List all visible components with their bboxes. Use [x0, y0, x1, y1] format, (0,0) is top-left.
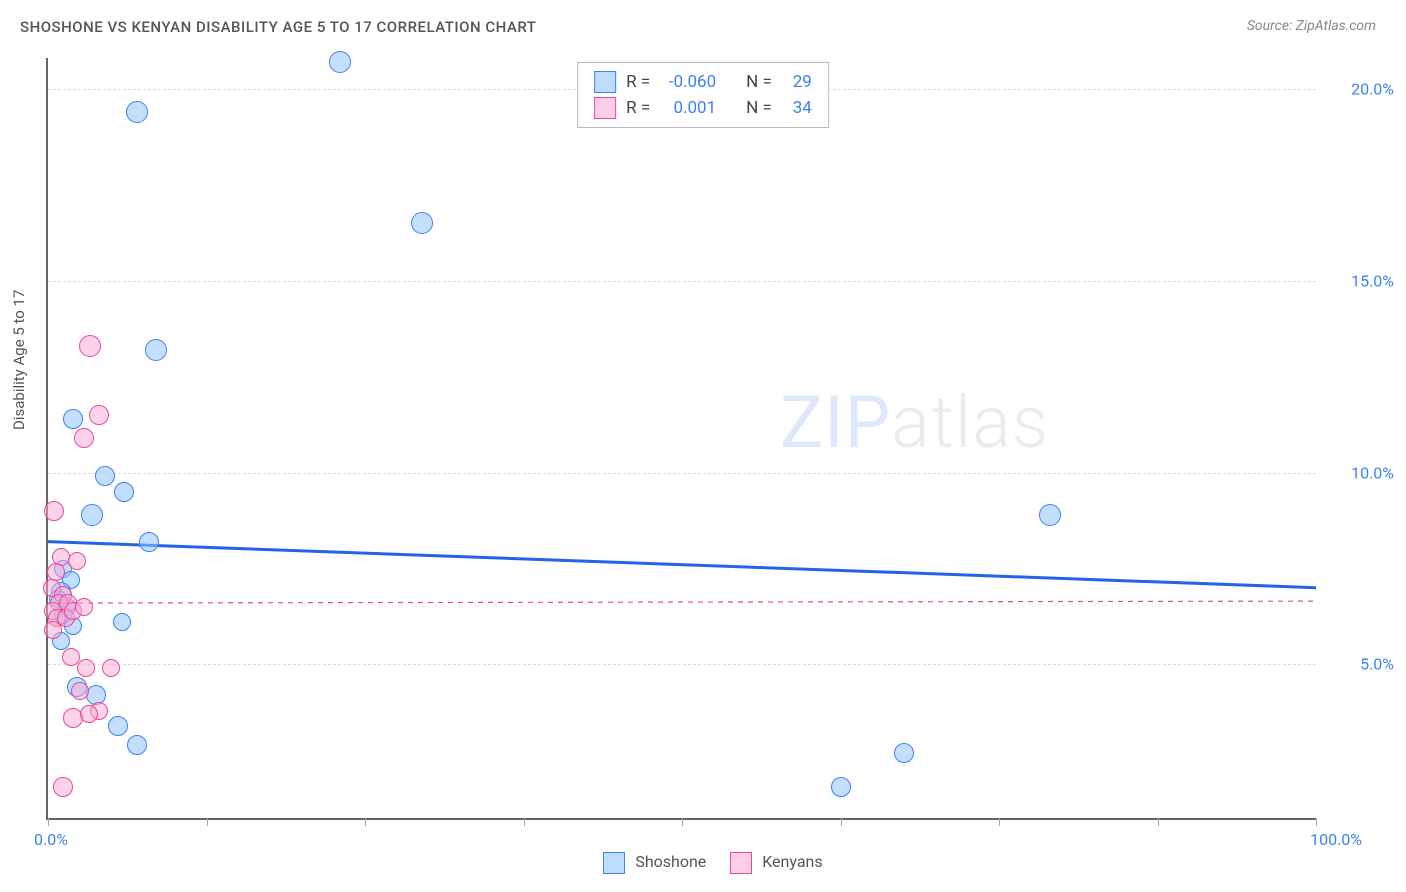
data-point [126, 101, 148, 123]
data-point [139, 532, 159, 552]
chart-source: Source: ZipAtlas.com [1247, 18, 1376, 34]
legend-row-kenyans: R = 0.001 N = 34 [594, 95, 812, 121]
grid-line [48, 664, 1316, 665]
swatch-kenyans-icon [730, 852, 752, 874]
data-point [81, 504, 103, 526]
x-tick [999, 818, 1000, 826]
chart-title: SHOSHONE VS KENYAN DISABILITY AGE 5 TO 1… [20, 18, 536, 36]
data-point [79, 335, 101, 357]
data-point [89, 405, 109, 425]
data-point [127, 735, 147, 755]
data-point [102, 659, 120, 677]
y-tick-label: 5.0% [1324, 655, 1394, 674]
data-point [75, 598, 93, 616]
data-point [53, 777, 73, 797]
data-point [95, 466, 115, 486]
swatch-kenyans-icon [594, 97, 616, 119]
data-point [831, 777, 851, 797]
y-axis-title: Disability Age 5 to 17 [10, 290, 28, 430]
data-point [44, 501, 64, 521]
x-axis-labels: 0.0% 100.0% [46, 830, 1314, 850]
data-point [80, 705, 98, 723]
correlation-legend: R = -0.060 N = 29 R = 0.001 N = 34 [577, 62, 829, 128]
data-point [894, 743, 914, 763]
data-point [1039, 504, 1061, 526]
x-label-max: 100.0% [1310, 830, 1362, 849]
legend-label-kenyans: Kenyans [762, 852, 822, 871]
swatch-shoshone-icon [603, 852, 625, 874]
trend-line [48, 542, 1316, 588]
data-point [114, 482, 134, 502]
chart-header: SHOSHONE VS KENYAN DISABILITY AGE 5 TO 1… [0, 0, 1406, 58]
x-tick [48, 818, 49, 826]
y-tick-label: 15.0% [1324, 271, 1394, 290]
data-point [411, 212, 433, 234]
data-point [44, 621, 62, 639]
series-legend: Shoshone Kenyans [0, 852, 1406, 874]
data-point [63, 409, 83, 429]
legend-row-shoshone: R = -0.060 N = 29 [594, 69, 812, 95]
data-point [108, 716, 128, 736]
x-label-min: 0.0% [34, 830, 68, 849]
data-point [145, 339, 167, 361]
scatter-plot-area: 5.0%10.0%15.0%20.0% [46, 58, 1316, 820]
x-tick [1316, 818, 1317, 826]
data-point [71, 682, 89, 700]
y-tick-label: 10.0% [1324, 463, 1394, 482]
data-point [113, 613, 131, 631]
data-point [77, 659, 95, 677]
x-tick [524, 818, 525, 826]
legend-label-shoshone: Shoshone [635, 852, 706, 871]
x-tick [1158, 818, 1159, 826]
data-point [68, 552, 86, 570]
trend-lines-svg [48, 58, 1316, 818]
x-tick [365, 818, 366, 826]
y-tick-label: 20.0% [1324, 79, 1394, 98]
x-tick [682, 818, 683, 826]
grid-line [48, 281, 1316, 282]
x-tick [841, 818, 842, 826]
swatch-shoshone-icon [594, 71, 616, 93]
data-point [329, 51, 351, 73]
data-point [74, 428, 94, 448]
trend-line [48, 601, 1316, 603]
grid-line [48, 473, 1316, 474]
x-tick [207, 818, 208, 826]
